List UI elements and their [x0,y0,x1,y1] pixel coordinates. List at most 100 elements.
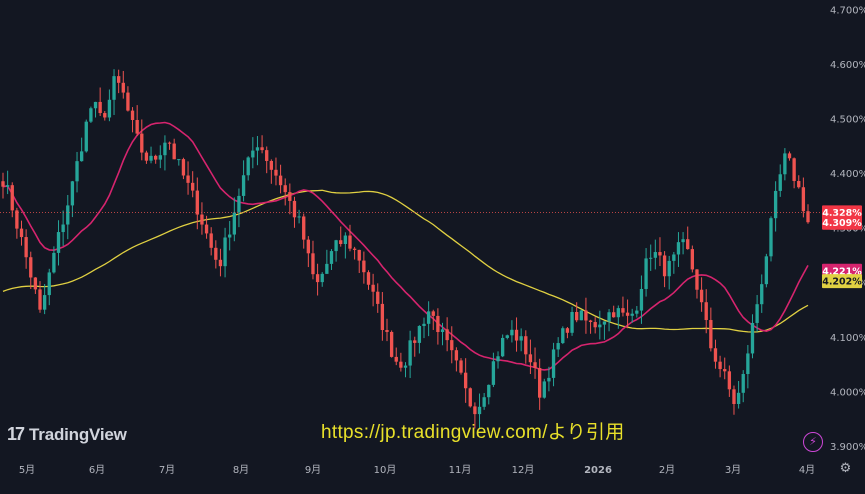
lightning-icon[interactable]: ⚡ [803,432,823,452]
y-tick-label: 4.500% [830,114,865,125]
candle-body [575,312,579,321]
candle-body [181,159,186,176]
candle-body [514,329,519,341]
x-tick-label: 4月 [799,464,815,476]
candle-body [533,362,537,369]
candle-body [389,331,394,357]
candle-body [5,185,10,187]
candle-body [755,304,759,323]
candle-body [237,195,241,213]
candle-body [121,82,125,93]
last-price-tag-bg [822,215,862,230]
candle-body [598,324,602,328]
candle-body [172,143,176,160]
candle-body [204,224,209,234]
candle-body [672,254,676,261]
candle-body [413,340,417,343]
candle-body [658,252,662,256]
candle-body [463,372,468,389]
candle-body [297,216,301,218]
y-tick-label: 4.100% [830,333,865,344]
candle-body [403,365,408,368]
candle-body [228,234,232,238]
candle-body [519,336,523,341]
x-tick-label: 10月 [374,464,397,476]
candle-body [662,255,667,277]
candle-body [260,147,264,151]
candle-body [269,160,273,170]
candle-body [209,233,213,248]
candle-body [588,320,593,323]
candle-body [42,295,47,310]
candle-body [602,321,607,325]
candle-body [61,224,65,233]
x-tick-label: 7月 [159,464,175,476]
candle-body [468,388,472,407]
candle-body [93,101,98,109]
x-tick-label: 3月 [725,464,741,476]
candle-body [251,150,255,158]
candle-body [75,161,79,182]
candle-body [103,113,107,118]
candle-body [524,336,528,355]
candle-body [769,218,773,257]
candle-body [339,240,343,245]
candle-body [625,312,630,316]
price-tags: 4.328%4.309% 4.221%4.202% [822,205,862,289]
x-tick-label: 8月 [233,464,249,476]
candle-body [801,187,806,212]
y-tick-label: 4.400% [830,169,865,180]
candle-body [112,76,116,100]
candle-body [116,76,121,83]
candle-body [70,181,75,206]
open-price-tag: 4.328% [822,208,862,219]
x-axis[interactable]: 5月 6月 7月 8月 9月 10月 11月 12月 2026 2月 3月 4月 [19,464,815,476]
candle-body [718,361,722,370]
source-caption: https://jp.tradingview.com/より引用 [321,422,625,443]
candle-body [473,406,477,415]
x-tick-label: 5月 [19,464,35,476]
candle-body [126,92,130,111]
gear-icon[interactable]: ⚙ [839,461,852,476]
candle-body [223,237,227,267]
candle-body [528,354,533,363]
tradingview-logo[interactable]: 17 TradingView [7,424,127,445]
candle-body [426,311,431,324]
candle-body [218,259,223,267]
candle-body [450,340,454,351]
candle-body [482,397,486,407]
candle-body [676,242,681,255]
candle-body [422,323,426,326]
candle-body [686,239,690,250]
candle-body [445,329,449,341]
candle-body [329,251,334,264]
candle-body [496,356,500,362]
candle-body [538,368,542,398]
candle-body [315,274,320,283]
candle-body [764,256,769,285]
candle-body [616,308,620,318]
y-tick-label: 3.900% [830,442,865,453]
candle-body [214,247,218,260]
ma-long-tag-bg [822,274,862,289]
candle-body [644,258,648,289]
candle-body [246,157,250,176]
candle-body [306,239,311,254]
candle-body [352,248,357,250]
candle-body [56,232,61,253]
candle-body [746,353,750,375]
candle-body [302,216,306,240]
candle-body [140,133,144,153]
candle-body [612,312,616,318]
candle-body [52,252,56,273]
candle-body [565,328,570,333]
candle-body [500,337,505,357]
candle-body [487,384,491,398]
y-tick-label: 4.000% [830,387,865,398]
candle-body [399,361,403,368]
candle-body [491,361,496,385]
candle-body [10,185,14,211]
candle-body [167,142,172,144]
